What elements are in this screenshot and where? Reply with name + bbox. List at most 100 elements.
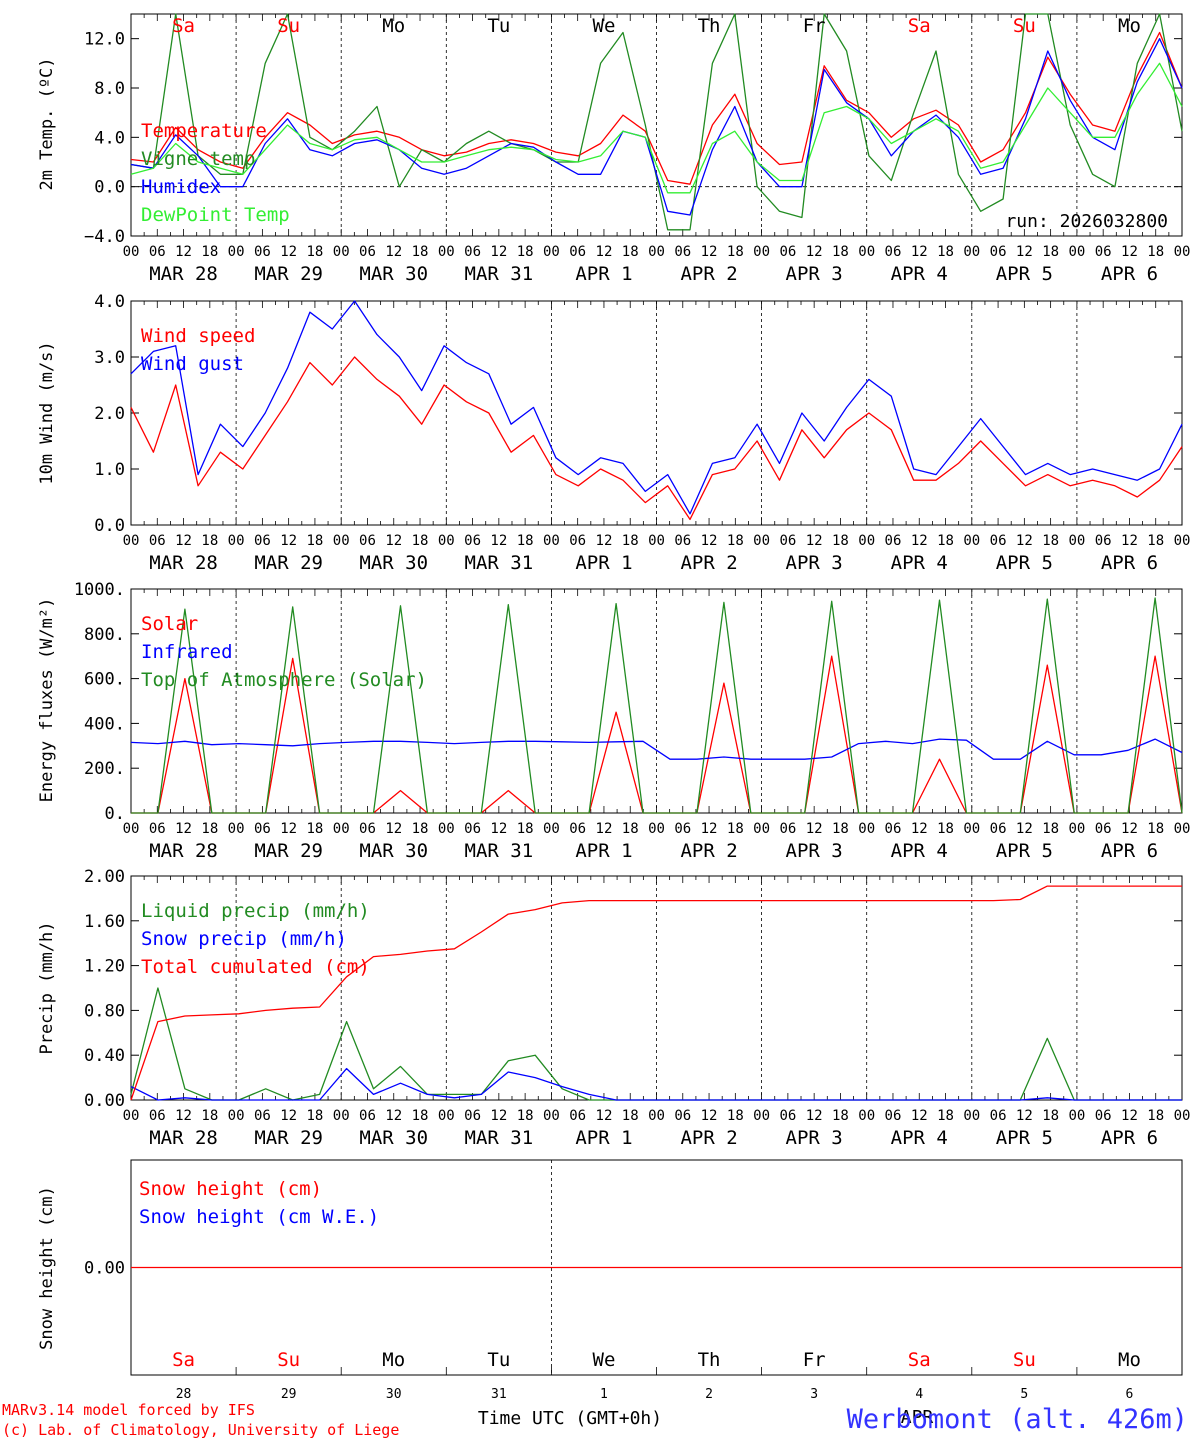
x-tick-label: 18 [937,1108,954,1124]
x-tick-label: 18 [517,533,534,549]
x-tick-label: 18 [832,533,849,549]
x-tick-label: 12 [701,821,718,837]
station-name: Werbomont (alt. 426m) [847,1404,1188,1435]
date-label: APR 1 [575,1127,632,1149]
x-tick-label: 00 [753,244,770,260]
x-tick-label: 06 [885,244,902,260]
x-tick-label: 18 [832,1108,849,1124]
x-tick-label: 18 [1042,533,1059,549]
x-tick-label: 12 [806,244,823,260]
x-tick-label: 00 [543,1108,560,1124]
date-label: APR 2 [680,552,737,574]
y-tick-label: 4.0 [94,292,125,312]
x-tick-label: 18 [1147,244,1164,260]
date-label: MAR 30 [359,840,428,862]
x-tick-label: 18 [201,1108,218,1124]
x-tick-label: 06 [359,1108,376,1124]
x-tick-label: 18 [412,533,429,549]
x-tick-label: 00 [1068,821,1085,837]
x-tick-label: 00 [438,244,455,260]
weekday-label: Mo [1118,15,1141,37]
weekday-label: Tu [487,1349,510,1371]
date-label: APR 4 [891,552,948,574]
x-tick-label: 06 [569,533,586,549]
date-label: MAR 28 [149,840,218,862]
y-tick-label: 12.0 [84,30,125,50]
series-line-snow-precip-mm-h [130,1067,1182,1101]
x-tick-label: 00 [858,821,875,837]
x-tick-label: 12 [490,821,507,837]
x-tick-label: 00 [333,533,350,549]
x-tick-label: 18 [937,821,954,837]
date-label: MAR 28 [149,263,218,285]
y-tick-label: 8.0 [94,79,125,99]
x-tick-label: 06 [885,1108,902,1124]
x-tick-label: 12 [806,533,823,549]
x-tick-label: 00 [333,1108,350,1124]
day-number-label: 28 [176,1387,192,1402]
x-tick-label: 00 [333,244,350,260]
x-tick-label: 18 [412,244,429,260]
x-tick-label: 00 [228,533,245,549]
y-axis-label: 2m Temp. (ºC) [37,57,57,190]
weekday-label: Su [277,1349,300,1371]
x-tick-label: 12 [280,244,297,260]
x-tick-label: 00 [963,821,980,837]
x-tick-label: 00 [543,533,560,549]
weekday-label: Mo [1118,1349,1141,1371]
x-tick-label: 06 [569,244,586,260]
date-label: APR 3 [786,552,843,574]
y-tick-label: 600. [84,670,125,690]
weekday-label: We [593,1349,616,1371]
x-tick-label: 12 [596,533,613,549]
x-tick-label: 00 [228,244,245,260]
series-line-wind-speed [130,356,1183,521]
x-tick-label: 12 [490,1108,507,1124]
x-tick-label: 00 [438,1108,455,1124]
x-tick-label: 06 [779,533,796,549]
x-tick-label: 06 [779,1108,796,1124]
x-tick-label: 18 [727,821,744,837]
x-tick-label: 00 [963,1108,980,1124]
x-tick-label: 00 [963,533,980,549]
x-tick-label: 18 [1042,244,1059,260]
date-label: MAR 30 [359,263,428,285]
x-tick-label: 18 [622,821,639,837]
weekday-label: Mo [382,15,405,37]
date-label: APR 1 [575,263,632,285]
x-tick-label: 12 [175,244,192,260]
x-tick-label: 12 [175,821,192,837]
x-tick-label: 12 [596,1108,613,1124]
x-tick-label: 12 [175,533,192,549]
x-tick-label: 00 [333,821,350,837]
plot-frame [130,300,1183,526]
x-tick-label: 06 [254,1108,271,1124]
day-number-label: 31 [491,1387,507,1402]
weekday-label: Su [277,15,300,37]
x-tick-label: 00 [648,244,665,260]
date-label: MAR 29 [254,840,323,862]
y-tick-label: 0.40 [84,1046,125,1066]
weekday-label: Sa [172,1349,195,1371]
x-tick-label: 06 [149,533,166,549]
x-tick-label: 12 [1016,533,1033,549]
x-tick-label: 06 [254,244,271,260]
x-tick-label: 18 [1042,1108,1059,1124]
legend-total-cumulated-cm: Total cumulated (cm) [141,956,370,978]
x-tick-label: 12 [596,821,613,837]
footer: MARv3.14 model forced by IFS (c) Lab. of… [2,1401,1188,1439]
legend-snow-height-cm: Snow height (cm) [139,1178,322,1200]
x-tick-labels: 00 06 12 18 MAR 28 00 06 12 18 MAR 29 00 06 12 18 MAR … [123,244,1191,285]
x-tick-label: 18 [201,821,218,837]
x-tick-label: 00 [1174,244,1191,260]
series-group [130,885,1182,1101]
series-line-humidex [130,38,1183,216]
x-tick-label: 00 [543,244,560,260]
x-tick-label: 00 [123,821,140,837]
date-label: MAR 31 [465,263,534,285]
x-tick-label: 18 [832,821,849,837]
x-tick-label: 00 [1068,1108,1085,1124]
x-tick-label: 12 [806,821,823,837]
x-tick-label: 12 [911,533,928,549]
x-tick-label: 06 [359,533,376,549]
